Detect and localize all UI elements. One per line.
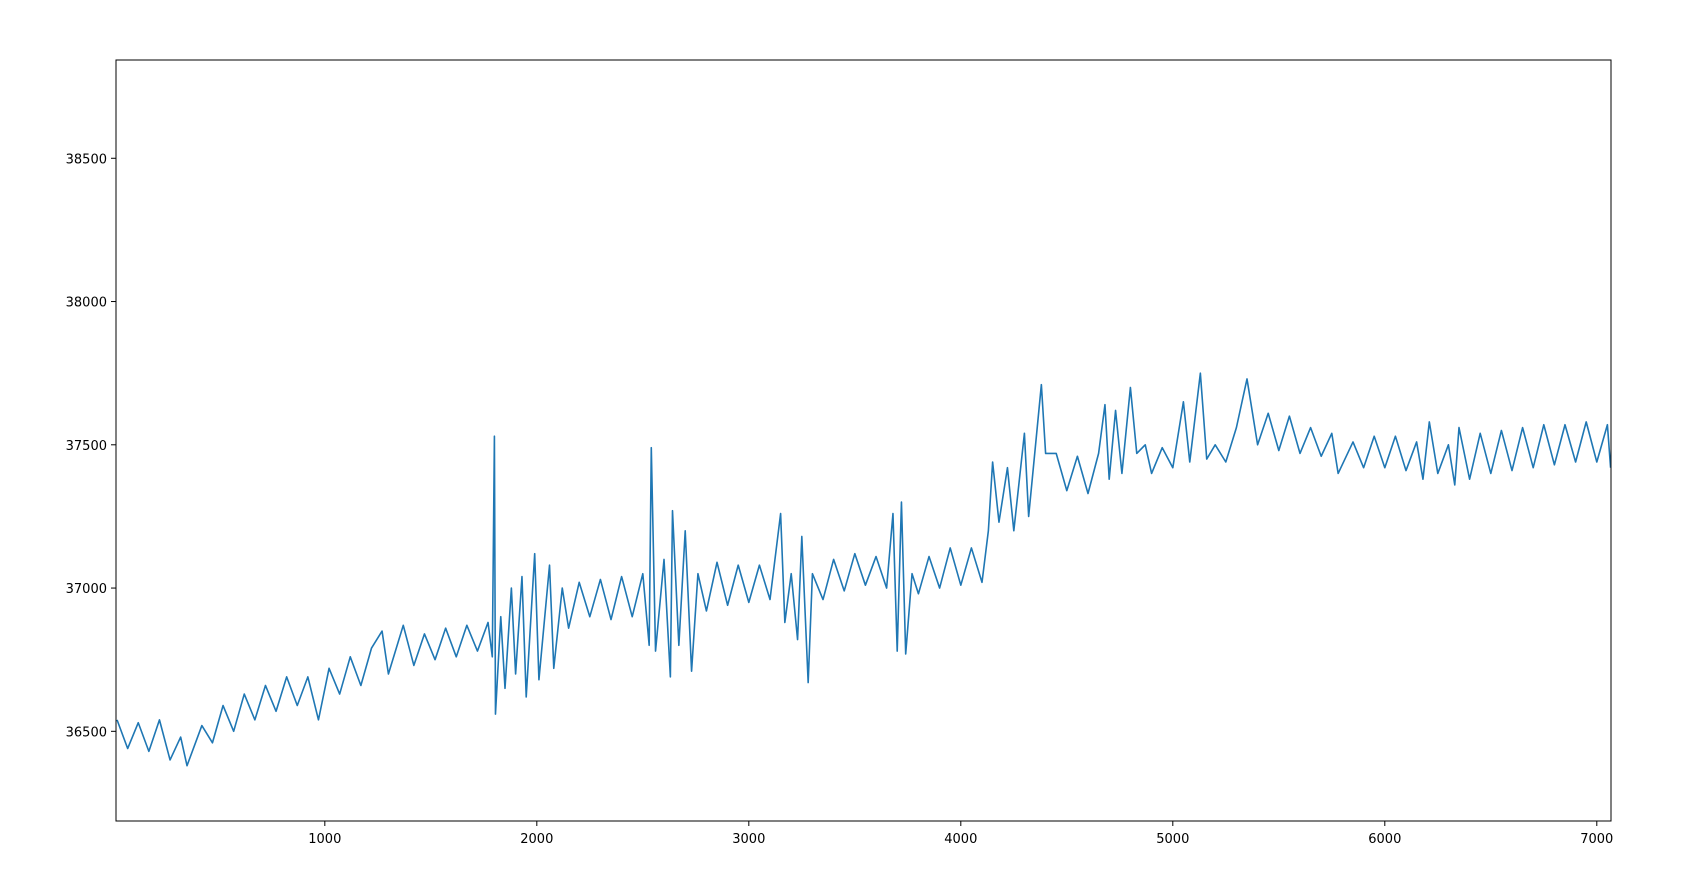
plot-frame [115,59,1612,822]
x-tick-label: 5000 [1156,832,1189,847]
x-tick-label: 1000 [308,832,341,847]
y-tick-label: 37000 [66,582,107,597]
x-tick-label: 4000 [944,832,977,847]
x-tick-label: 3000 [732,832,765,847]
data-line [116,372,1611,767]
y-tick-label: 37500 [66,439,107,454]
x-tick-label: 2000 [520,832,553,847]
x-tick-label: 7000 [1580,832,1613,847]
y-tick-label: 38000 [66,296,107,311]
x-tick-label: 6000 [1368,832,1401,847]
y-tick-label: 36500 [66,725,107,740]
y-tick-label: 38500 [66,152,107,167]
